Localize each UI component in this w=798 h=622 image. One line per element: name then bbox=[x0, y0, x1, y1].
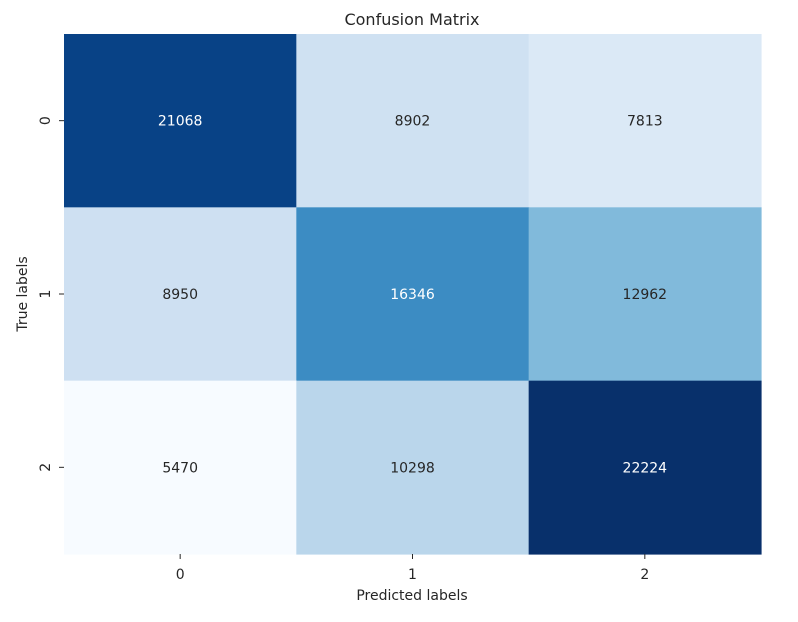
heatmap-cell-1-0 bbox=[64, 207, 297, 382]
cell-value-2-1: 10298 bbox=[390, 460, 435, 476]
y-axis: 0 1 2 bbox=[38, 116, 64, 472]
x-tick-label-0: 0 bbox=[176, 567, 185, 583]
cell-value-1-2: 12962 bbox=[623, 287, 668, 303]
x-tick-label-2: 2 bbox=[640, 567, 649, 583]
cell-value-1-1: 16346 bbox=[390, 287, 435, 303]
cell-value-0-2: 7813 bbox=[627, 114, 663, 130]
cell-value-2-2: 22224 bbox=[623, 460, 668, 476]
y-axis-label: True labels bbox=[15, 256, 31, 332]
heatmap-cell-2-0 bbox=[64, 380, 297, 555]
x-tick-label-1: 1 bbox=[408, 567, 417, 583]
cell-value-2-0: 5470 bbox=[162, 460, 198, 476]
x-axis: 0 1 2 bbox=[176, 553, 649, 583]
heatmap-cells: 21068 8902 7813 8950 16346 12962 5470 10298 2222… bbox=[64, 34, 762, 555]
cell-value-0-1: 8902 bbox=[395, 114, 431, 130]
chart-title: Confusion Matrix bbox=[344, 10, 479, 29]
y-tick-label-1: 1 bbox=[38, 290, 54, 299]
heatmap-cell-0-1 bbox=[296, 34, 530, 208]
cell-value-1-0: 8950 bbox=[162, 287, 198, 303]
heatmap-cell-2-1 bbox=[296, 380, 530, 555]
heatmap-cell-0-0 bbox=[64, 34, 297, 208]
heatmap-cell-1-1 bbox=[296, 207, 530, 382]
y-tick-label-0: 0 bbox=[38, 116, 54, 125]
heatmap-cell-1-2 bbox=[528, 207, 762, 382]
heatmap-cell-2-2 bbox=[528, 380, 762, 555]
cell-value-0-0: 21068 bbox=[158, 114, 203, 130]
x-axis-label: Predicted labels bbox=[356, 588, 467, 604]
heatmap-cell-0-2 bbox=[528, 34, 762, 208]
y-tick-label-2: 2 bbox=[38, 463, 54, 472]
